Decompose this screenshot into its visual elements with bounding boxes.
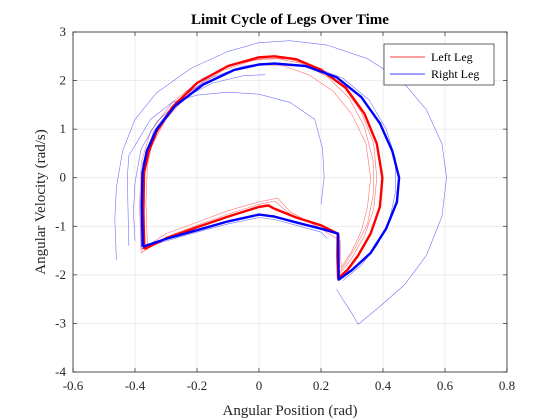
plot-frame — [72, 31, 508, 373]
x-tick-label: -0.4 — [125, 378, 146, 393]
x-tick-label: 0.2 — [313, 378, 329, 393]
y-tick-label: 1 — [60, 121, 67, 136]
x-tick-label: -0.2 — [187, 378, 208, 393]
right-leg-transient-trace — [114, 40, 447, 325]
legend-box — [383, 43, 495, 86]
y-tick-label: 2 — [60, 73, 67, 88]
chart-title: Limit Cycle of Legs Over Time — [191, 12, 389, 28]
y-tick-label: -4 — [55, 364, 66, 379]
y-tick-label: -3 — [55, 315, 66, 330]
tick-labels: -0.6 -0.4 -0.2 0 0.2 0.4 0.6 0.8 -4 -3 -2 -1 0 1 2 3 — [55, 24, 515, 393]
x-tick-label: 0.8 — [499, 378, 515, 393]
x-tick-label: 0 — [256, 378, 263, 393]
plot-area — [73, 32, 507, 372]
right-leg-transient-trace — [133, 74, 266, 241]
legend-label-left-leg: Left Leg — [431, 50, 473, 64]
right-leg-transient-trace — [127, 91, 325, 246]
x-tick-label: 0.6 — [437, 378, 454, 393]
y-tick-label: -2 — [55, 267, 66, 282]
x-tick-label: -0.6 — [63, 378, 84, 393]
y-tick-label: 0 — [60, 170, 67, 185]
x-axis-label: Angular Position (rad) — [223, 403, 358, 419]
left-leg-limit-cycle — [142, 55, 384, 280]
right-leg-limit-cycle — [140, 62, 401, 281]
series-layer — [114, 40, 447, 325]
right-leg-transient-trace — [141, 217, 328, 250]
ticks — [72, 31, 508, 373]
y-axis-label: Angular Velocity (rad/s) — [33, 129, 49, 275]
legend-label-right-leg: Right Leg — [431, 67, 479, 81]
left-leg-transient-trace — [139, 57, 378, 275]
x-tick-label: 0.4 — [375, 378, 392, 393]
legend: Left Leg Right Leg — [383, 43, 495, 86]
y-tick-label: -1 — [55, 218, 66, 233]
y-tick-label: 3 — [60, 24, 67, 39]
